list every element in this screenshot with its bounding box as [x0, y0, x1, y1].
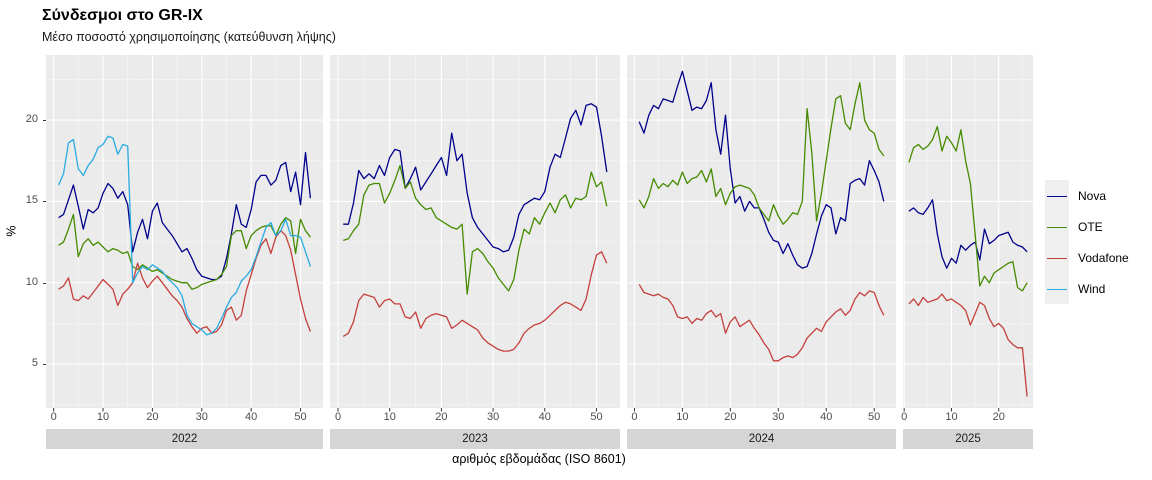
facet-strip-2023: 2023	[330, 429, 620, 449]
panel-background	[46, 55, 323, 408]
line-vodafone-2025	[908, 293, 1028, 397]
legend-item-ote: OTE	[1045, 211, 1151, 242]
legend: Nova OTE Vodafone Wind	[1045, 180, 1151, 304]
facet-strip-2022: 2022	[46, 429, 323, 449]
x-tick-label: 50	[868, 411, 881, 423]
facet-strip-2024: 2024	[627, 429, 896, 449]
x-tick-label: 20	[435, 411, 448, 423]
y-tick-label: 5	[31, 357, 38, 370]
legend-key-icon	[1045, 211, 1069, 242]
x-tick-label: 10	[383, 411, 396, 423]
line-vodafone-2024	[638, 284, 885, 362]
legend-line-swatch	[1047, 257, 1067, 259]
legend-key-icon	[1045, 242, 1069, 273]
legend-line-swatch	[1047, 288, 1067, 290]
panel-background	[627, 55, 896, 408]
x-tick-label: 40	[820, 411, 833, 423]
x-tick-label: 20	[992, 411, 1005, 423]
line-wind-2022	[58, 135, 312, 336]
line-ote-2023	[343, 164, 608, 295]
facet-panel-2023	[330, 55, 620, 412]
chart-title: Σύνδεσμοι στο GR-IX	[42, 7, 203, 24]
x-tick-label: 30	[772, 411, 785, 423]
y-tick-label: 15	[25, 194, 38, 207]
line-vodafone-2023	[342, 251, 608, 352]
line-nova-2024	[638, 70, 885, 269]
x-tick-label: 20	[146, 411, 159, 423]
facet-strip-2025: 2025	[903, 429, 1033, 449]
line-nova-2022	[58, 151, 312, 281]
y-tick-mark	[43, 364, 46, 366]
x-tick-label: 30	[195, 411, 208, 423]
line-ote-2024	[638, 82, 885, 225]
line-vodafone-2022	[58, 230, 312, 334]
legend-label: OTE	[1078, 219, 1103, 234]
y-axis-title: %	[4, 225, 19, 237]
y-tick-label: 10	[25, 275, 38, 288]
chart-subtitle: Μέσο ποσοστό χρησιμοποίησης (κατεύθυνση …	[42, 30, 336, 44]
x-tick-label: 10	[945, 411, 958, 423]
legend-item-vodafone: Vodafone	[1045, 242, 1151, 273]
x-tick-label: 10	[676, 411, 689, 423]
panel-background	[330, 55, 620, 408]
y-tick-mark	[43, 282, 46, 284]
x-tick-label: 40	[245, 411, 258, 423]
x-tick-label: 0	[334, 411, 342, 423]
legend-item-nova: Nova	[1045, 180, 1151, 211]
x-tick-label: 0	[50, 411, 57, 423]
facet-panel-2024	[627, 55, 896, 412]
x-tick-label: 10	[96, 411, 110, 423]
x-axis-title: αριθμός εβδομάδας (ISO 8601)	[452, 452, 626, 466]
line-ote-2025	[908, 125, 1028, 292]
legend-line-swatch	[1047, 226, 1067, 228]
x-tick-label: 50	[294, 411, 307, 423]
line-nova-2023	[343, 103, 608, 253]
legend-line-swatch	[1047, 195, 1067, 197]
x-tick-label: 0	[901, 411, 908, 423]
y-tick-mark	[43, 120, 46, 122]
facet-panel-2025	[903, 55, 1033, 412]
x-tick-label: 40	[538, 411, 551, 423]
legend-item-wind: Wind	[1045, 273, 1151, 304]
y-tick-label: 20	[25, 113, 38, 126]
legend-key-icon	[1045, 273, 1069, 304]
legend-label: Nova	[1078, 188, 1107, 203]
x-tick-label: 50	[590, 411, 603, 423]
legend-label: Wind	[1078, 281, 1106, 296]
x-tick-label: 20	[724, 411, 737, 423]
legend-key-icon	[1045, 180, 1069, 211]
panel-background	[903, 55, 1033, 408]
legend-label: Vodafone	[1078, 250, 1129, 265]
facet-panel-2022	[46, 55, 323, 412]
x-tick-label: 0	[631, 411, 638, 423]
y-tick-mark	[43, 201, 46, 203]
line-nova-2025	[908, 199, 1028, 269]
x-tick-label: 30	[486, 411, 500, 423]
